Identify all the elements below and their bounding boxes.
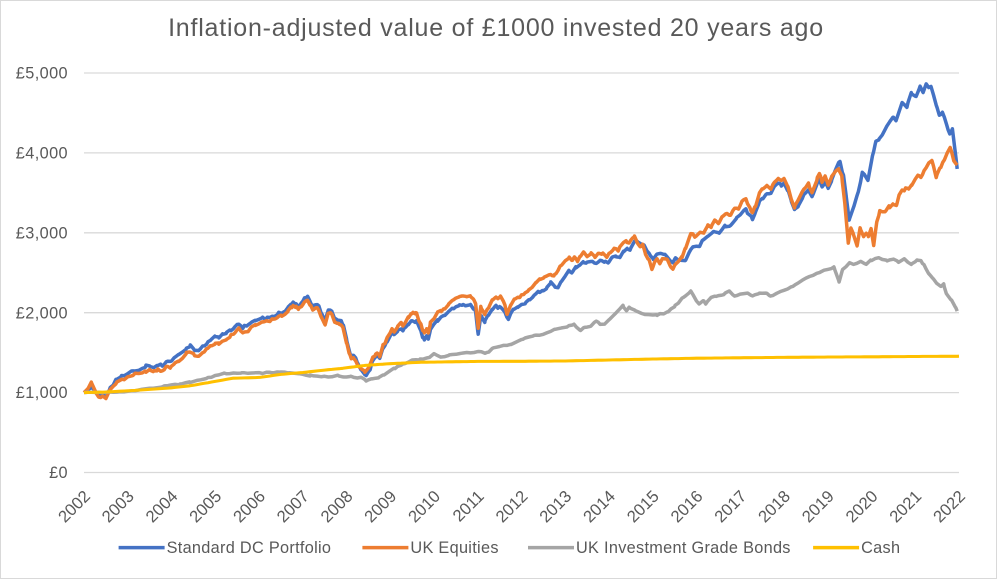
svg-text:Inflation-adjusted value of £1: Inflation-adjusted value of £1000 invest… xyxy=(168,14,824,42)
svg-text:£2,000: £2,000 xyxy=(16,304,68,322)
svg-text:£4,000: £4,000 xyxy=(16,145,68,163)
svg-text:Standard DC Portfolio: Standard DC Portfolio xyxy=(167,539,332,557)
svg-text:UK Investment Grade Bonds: UK Investment Grade Bonds xyxy=(576,539,791,557)
svg-text:Cash: Cash xyxy=(861,539,900,557)
svg-text:UK Equities: UK Equities xyxy=(410,539,498,557)
svg-text:£5,000: £5,000 xyxy=(16,65,68,83)
svg-text:£1,000: £1,000 xyxy=(16,384,68,402)
svg-text:£0: £0 xyxy=(49,464,68,482)
svg-text:£3,000: £3,000 xyxy=(16,224,68,242)
